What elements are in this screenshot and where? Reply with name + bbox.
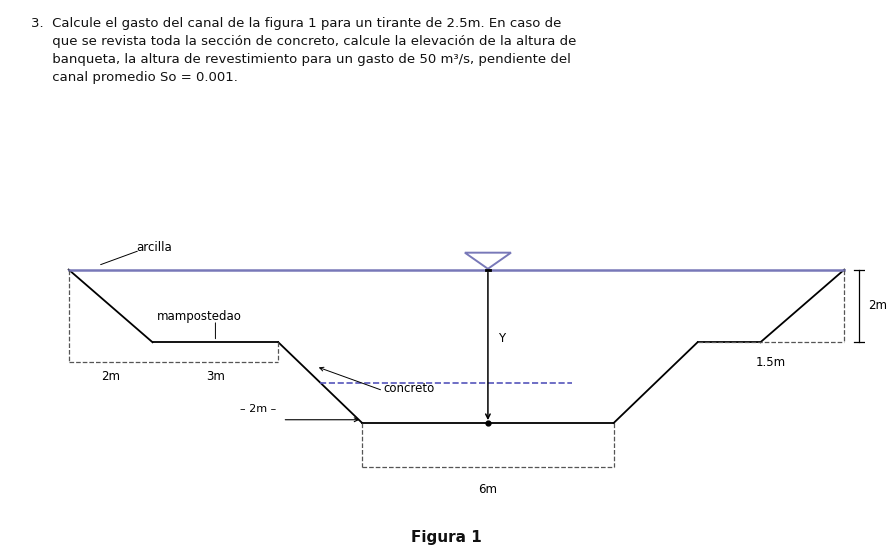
Text: 2m: 2m — [868, 299, 888, 312]
Text: mampostedao: mampostedao — [157, 310, 242, 322]
Text: arcilla: arcilla — [136, 241, 171, 254]
Text: Y: Y — [499, 332, 506, 345]
Text: concreto: concreto — [384, 382, 434, 395]
Text: 6m: 6m — [478, 483, 498, 496]
Text: 1.5m: 1.5m — [756, 356, 786, 369]
Text: 3.  Calcule el gasto del canal de la figura 1 para un tirante de 2.5m. En caso d: 3. Calcule el gasto del canal de la figu… — [31, 17, 576, 84]
Text: 3m: 3m — [206, 370, 225, 383]
Text: – 2m –: – 2m – — [240, 404, 277, 414]
Text: Figura 1: Figura 1 — [410, 530, 482, 545]
Text: 2m: 2m — [101, 370, 120, 383]
